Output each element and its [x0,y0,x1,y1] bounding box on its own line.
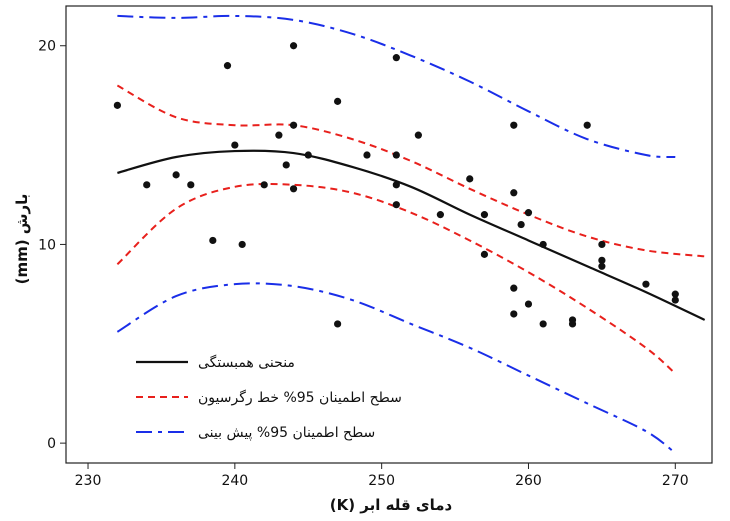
data-point [304,151,312,159]
data-point [289,185,298,193]
data-point [275,131,283,139]
data-point [642,280,650,288]
data-point [510,310,518,318]
data-point [480,250,489,258]
x-tick-label: 250 [368,473,395,489]
data-point [363,151,371,159]
data-point [480,211,489,219]
data-point [223,62,232,70]
series-line-4 [116,282,676,454]
data-point [510,121,518,129]
data-point [598,240,606,249]
data-point [392,151,400,159]
legend-label-0: منحنی همبستگی [198,354,295,371]
data-point [524,300,533,308]
y-tick-label: 20 [38,39,56,55]
data-point [289,42,298,50]
x-tick-label: 240 [221,473,248,489]
data-point [539,240,547,249]
legend: منحنی همبستگی سطح اطمینان 95% خط رگرسیون س… [136,354,402,441]
data-point [113,101,121,109]
series-line-3 [117,14,676,159]
data-point [392,54,400,62]
data-point [172,171,180,179]
plot-area [65,5,713,464]
data-point [282,161,290,169]
data-point [466,175,474,183]
data-point [289,121,298,129]
data-point [436,211,444,219]
data-point [524,209,533,217]
data-point [143,181,151,189]
y-axis-title: بارش (mm) [13,194,31,285]
data-point [392,201,400,209]
data-point [517,220,525,229]
data-point [334,97,342,105]
data-point [510,284,518,292]
legend-label-1: سطح اطمینان 95% خط رگرسیون [198,389,402,406]
data-point [231,141,239,149]
series-line-1 [116,84,705,258]
data-point [598,256,606,264]
y-tick-label: 10 [38,237,56,253]
series-line-2 [116,182,676,375]
data-point [260,181,268,189]
x-axis-title: دمای قله ابر (K) [330,496,453,514]
data-point [187,181,195,189]
data-point [568,320,577,328]
legend-label-2: سطح اطمینان 95% پیش بینی [198,425,375,441]
y-axis: 0 10 20 [38,39,66,452]
data-point [671,296,679,304]
plot-frame [65,5,713,464]
data-point [583,121,591,129]
data-point [209,236,217,245]
data-point [334,320,342,328]
data-point [539,320,547,328]
data-point [392,181,400,189]
data-point [238,240,246,249]
data-point [671,290,679,298]
x-tick-label: 230 [75,473,102,489]
data-point [510,189,518,197]
y-tick-label: 0 [47,436,56,452]
x-axis: 230 240 250 260 270 [75,463,689,489]
x-tick-label: 270 [662,473,689,489]
x-tick-label: 260 [515,473,542,489]
data-point [414,131,422,139]
series-line-0 [117,149,706,321]
data-point [598,262,606,270]
